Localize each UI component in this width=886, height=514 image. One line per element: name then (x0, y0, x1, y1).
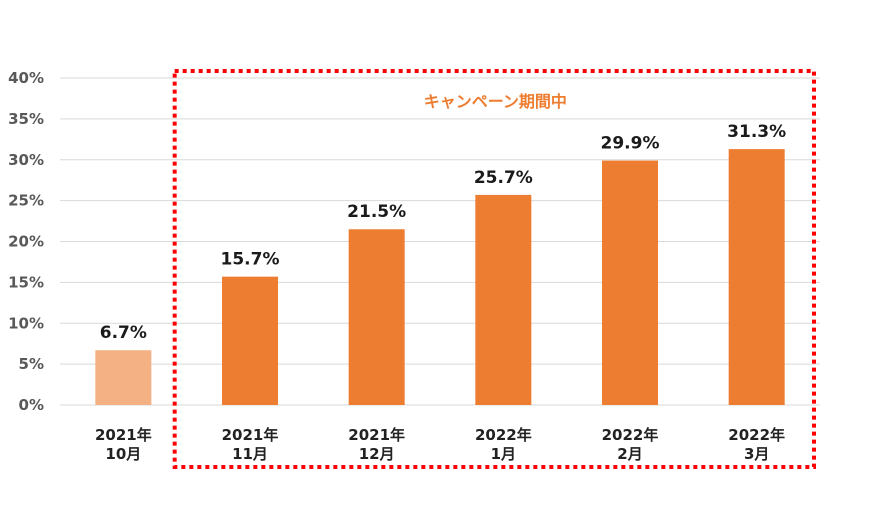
bar (475, 194, 532, 405)
x-tick-label: 2021年 (95, 426, 152, 444)
x-tick-label: 2021年 (222, 426, 279, 444)
data-label: 31.3% (727, 122, 786, 142)
data-label: 6.7% (100, 323, 147, 343)
x-tick-label: 2022年 (602, 426, 659, 444)
y-tick-label: 25% (8, 192, 44, 210)
bar (348, 229, 405, 405)
x-tick-label: 1月 (491, 445, 516, 463)
bars (95, 149, 785, 405)
y-tick-label: 35% (8, 110, 44, 128)
y-tick-label: 20% (8, 233, 44, 251)
campaign-period-label: キャンペーン期間中 (424, 92, 567, 111)
y-tick-label: 15% (8, 273, 44, 291)
bar (728, 149, 785, 405)
data-label: 25.7% (474, 168, 533, 188)
data-label: 21.5% (347, 202, 406, 222)
data-label: 15.7% (221, 250, 280, 270)
bar (602, 160, 658, 405)
x-tick-label: 11月 (232, 445, 268, 463)
bar (95, 350, 152, 405)
x-tick-label: 2月 (617, 445, 642, 463)
bar (222, 276, 278, 405)
campaign-period-box (172, 69, 816, 469)
y-tick-label: 5% (19, 355, 44, 373)
y-tick-label: 10% (8, 314, 44, 332)
x-tick-label: 2022年 (728, 426, 785, 444)
x-axis-ticks: 2021年10月2021年11月2021年12月2022年1月2022年2月20… (95, 426, 785, 463)
data-labels: 6.7% 15.7% 21.5% 25.7% 29.9% 31.3% (100, 122, 786, 343)
x-tick-label: 2022年 (475, 426, 532, 444)
y-tick-label: 0% (19, 396, 44, 414)
y-axis-ticks: 0% 5% 10% 15% 20% 25% 30% 35% 40% (8, 69, 44, 414)
x-tick-label: 2021年 (348, 426, 405, 444)
x-tick-label: 3月 (744, 445, 769, 463)
data-label: 29.9% (601, 134, 660, 154)
x-tick-label: 10月 (105, 445, 141, 463)
y-tick-label: 40% (8, 69, 44, 87)
x-tick-label: 12月 (359, 445, 395, 463)
y-tick-label: 30% (8, 151, 44, 169)
gridlines (60, 77, 820, 406)
